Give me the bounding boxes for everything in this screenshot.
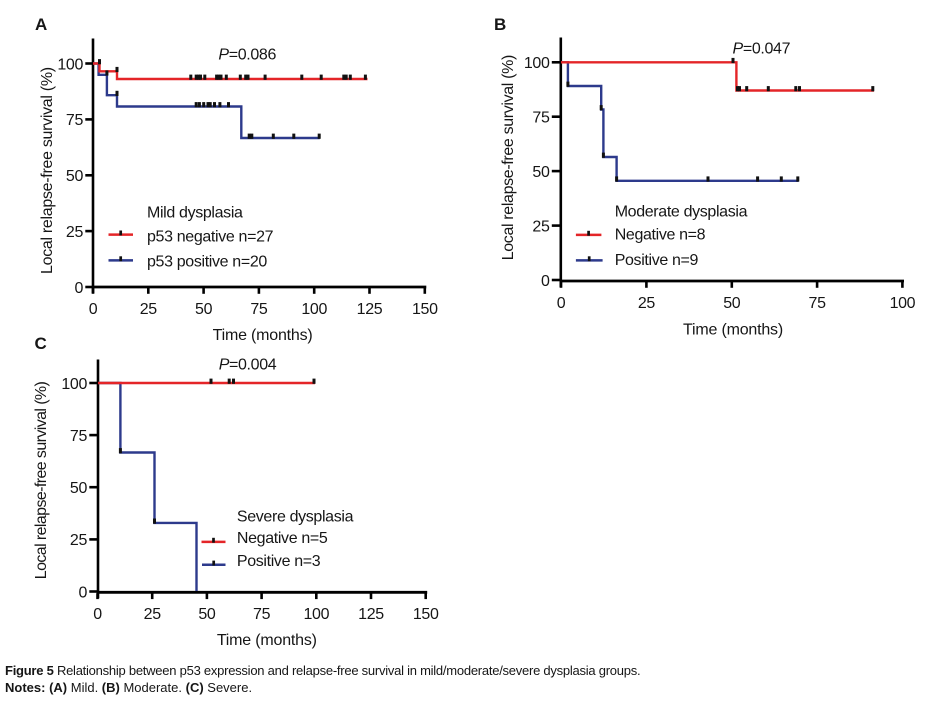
svg-text:Positive n=9: Positive n=9 <box>615 252 699 269</box>
svg-text:75: 75 <box>253 606 271 623</box>
svg-text:Negative n=8: Negative n=8 <box>615 226 706 243</box>
svg-text:100: 100 <box>524 55 550 72</box>
svg-text:Positive n=3: Positive n=3 <box>237 553 321 570</box>
svg-text:0: 0 <box>78 584 87 601</box>
svg-text:100: 100 <box>303 606 329 623</box>
svg-text:50: 50 <box>198 606 216 623</box>
svg-text:0: 0 <box>541 273 550 290</box>
svg-text:P=0.047: P=0.047 <box>733 40 791 57</box>
svg-text:25: 25 <box>144 606 162 623</box>
svg-text:0: 0 <box>74 280 83 297</box>
svg-text:Local relapse-free survival (%: Local relapse-free survival (%) <box>33 381 50 579</box>
svg-text:0: 0 <box>93 606 102 623</box>
svg-text:50: 50 <box>66 168 84 185</box>
svg-text:Local relapse-free survival (%: Local relapse-free survival (%) <box>39 67 56 274</box>
svg-text:125: 125 <box>358 606 384 623</box>
svg-text:Severe dysplasia: Severe dysplasia <box>237 509 354 526</box>
svg-text:Time (months): Time (months) <box>213 327 313 344</box>
svg-text:25: 25 <box>70 532 88 549</box>
svg-text:C: C <box>35 334 47 353</box>
svg-text:Time (months): Time (months) <box>217 632 317 649</box>
svg-text:P=0.004: P=0.004 <box>219 356 277 373</box>
svg-text:Mild dysplasia: Mild dysplasia <box>147 204 243 221</box>
svg-text:50: 50 <box>723 295 741 312</box>
svg-text:75: 75 <box>532 110 550 127</box>
svg-text:125: 125 <box>357 301 383 318</box>
svg-text:A: A <box>35 15 47 34</box>
svg-text:Time (months): Time (months) <box>683 322 783 339</box>
svg-text:25: 25 <box>140 301 158 318</box>
svg-text:100: 100 <box>61 376 87 393</box>
svg-text:25: 25 <box>66 224 84 241</box>
svg-text:0: 0 <box>557 295 566 312</box>
svg-text:75: 75 <box>70 428 88 445</box>
svg-text:100: 100 <box>301 301 327 318</box>
svg-text:p53 positive n=20: p53 positive n=20 <box>147 254 267 271</box>
svg-text:150: 150 <box>412 301 438 318</box>
svg-text:75: 75 <box>250 301 268 318</box>
svg-text:B: B <box>494 15 506 34</box>
svg-text:Negative n=5: Negative n=5 <box>237 530 328 547</box>
svg-text:25: 25 <box>638 295 656 312</box>
svg-text:75: 75 <box>809 295 827 312</box>
svg-text:100: 100 <box>890 295 916 312</box>
svg-text:Moderate dysplasia: Moderate dysplasia <box>615 204 748 221</box>
svg-text:Local relapse-free survival (%: Local relapse-free survival (%) <box>500 55 517 260</box>
svg-text:p53 negative n=27: p53 negative n=27 <box>147 229 274 246</box>
svg-text:50: 50 <box>532 164 550 181</box>
svg-text:50: 50 <box>195 301 213 318</box>
svg-text:100: 100 <box>57 56 83 73</box>
svg-text:75: 75 <box>66 112 84 129</box>
svg-text:50: 50 <box>70 480 88 497</box>
svg-text:0: 0 <box>89 301 98 318</box>
svg-text:25: 25 <box>532 218 550 235</box>
svg-text:150: 150 <box>413 606 439 623</box>
svg-text:P=0.086: P=0.086 <box>218 46 276 63</box>
